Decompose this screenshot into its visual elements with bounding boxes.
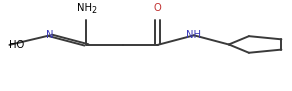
Text: NH: NH [77, 3, 93, 13]
Text: NH: NH [187, 30, 201, 40]
Text: 2: 2 [91, 6, 96, 15]
Text: O: O [154, 3, 161, 13]
Text: HO: HO [9, 40, 25, 50]
Text: N: N [46, 30, 54, 40]
